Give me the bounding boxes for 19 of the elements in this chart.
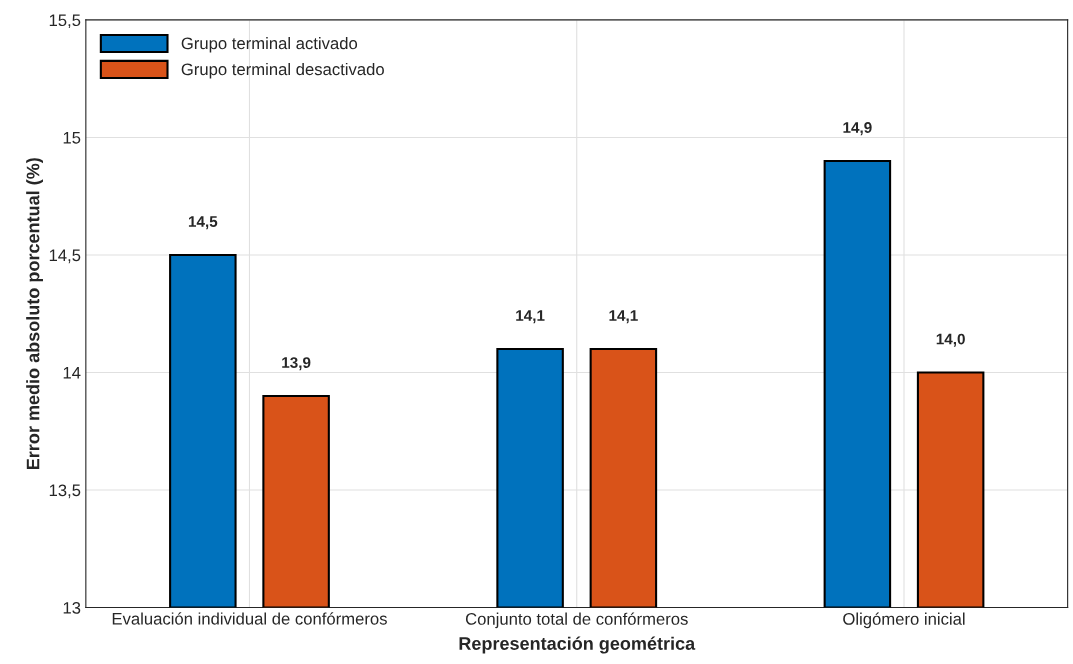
legend-label: Grupo terminal desactivado — [181, 62, 384, 79]
data-label: 14,1 — [609, 310, 638, 324]
x-tick-label: Evaluación individual de confórmeros — [112, 612, 387, 625]
data-label: 14,0 — [936, 333, 965, 347]
x-tick-label: Oligómero inicial — [843, 612, 965, 629]
y-tick-label: 14,5 — [49, 249, 81, 264]
y-tick-label: 13,5 — [49, 484, 81, 499]
y-axis-title: Error medio absoluto porcentual (%) — [26, 158, 43, 470]
x-tick-label: Conjunto total de confórmeros — [465, 612, 688, 629]
y-tick-label: 14 — [63, 367, 81, 379]
data-label: 14,1 — [516, 310, 545, 324]
y-tick-label: 15 — [63, 132, 81, 144]
y-tick-label: 13 — [63, 601, 81, 614]
data-label: 14,5 — [188, 216, 218, 230]
legend-label: Grupo terminal activado — [181, 37, 358, 53]
y-tick-label: 15,5 — [49, 14, 81, 29]
x-axis-title: Representación geométrica — [459, 636, 696, 654]
data-label: 14,9 — [843, 122, 872, 136]
data-label: 13,9 — [282, 357, 311, 371]
